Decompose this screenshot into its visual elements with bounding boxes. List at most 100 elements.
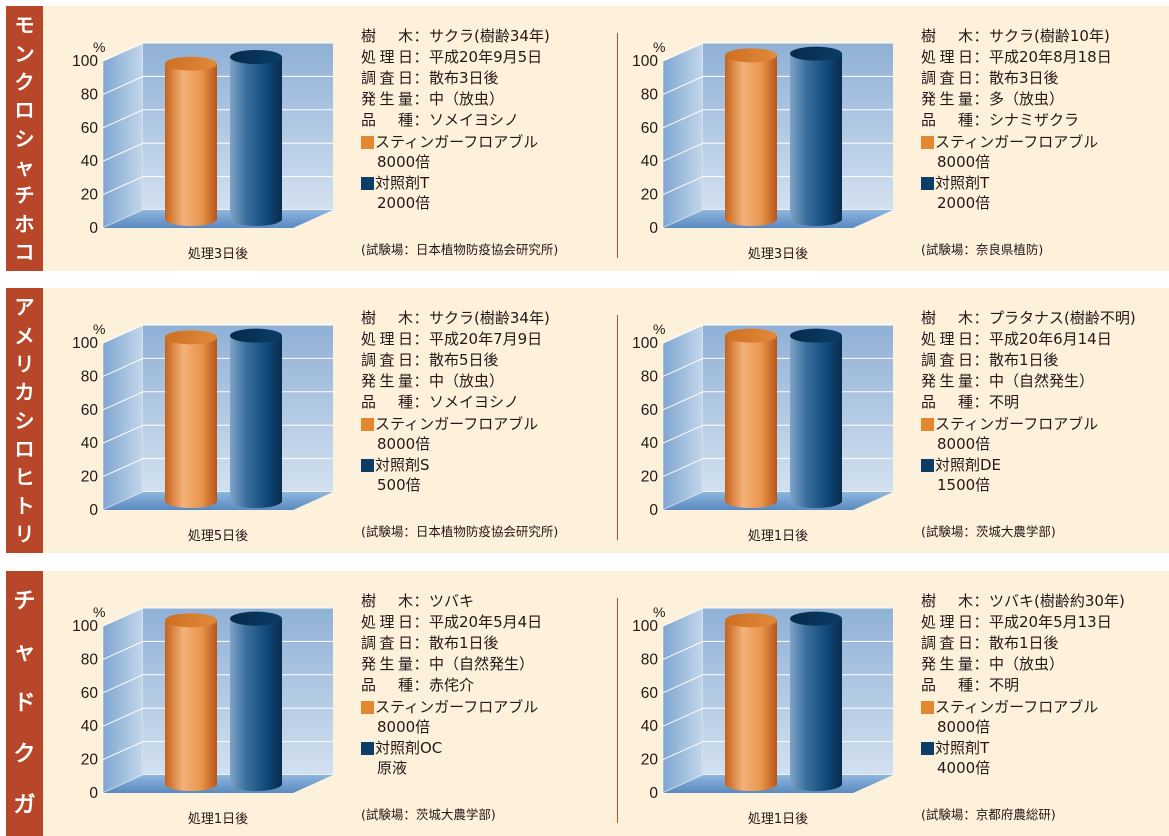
sting-bar <box>725 613 777 791</box>
pest-name-char: ャ <box>13 639 36 665</box>
field-value: 中（放虫） <box>989 655 1065 673</box>
tree-line: 樹 木：ツバキ(樹齢約30年) <box>921 591 1169 612</box>
field-value: シナミザクラ <box>989 111 1080 129</box>
trial-panel: 100 80 60 40 20 0% 処理1日後樹 木：プラタナス(樹齢不明) 処理日：平成2… <box>618 288 1169 553</box>
field-value: 散布3日後 <box>429 69 499 87</box>
survey-line: 調査日：散布3日後 <box>921 68 1169 89</box>
occurrence-line: 発生量：中（自然発生） <box>921 371 1169 392</box>
field-label: 調査日 <box>361 69 413 87</box>
survey-line: 調査日：散布3日後 <box>361 68 661 89</box>
field-label: 樹 木 <box>921 309 973 327</box>
field-label: 調査日 <box>361 634 413 652</box>
legend-label: スティンガーフロアブル <box>935 698 1099 716</box>
field-value: 赤侘介 <box>429 676 475 694</box>
field-value: 散布1日後 <box>989 351 1059 369</box>
trial-info: 樹 木：サクラ(樹齢34年) 処理日：平成20年7月9日 調査日：散布5日後 発生量：… <box>361 308 661 495</box>
pest-name-char: チ <box>14 183 35 208</box>
y-tick-label: 60 <box>81 120 99 137</box>
category-label: 処理1日後 <box>748 529 808 544</box>
separator: ： <box>413 48 429 66</box>
field-label: 処理日 <box>921 330 973 348</box>
field-value: 多（放虫） <box>989 90 1065 108</box>
efficacy-chart: 100 80 60 40 20 0% 処理3日後 <box>632 39 893 262</box>
legend-label: 対照剤T <box>935 174 990 192</box>
occurrence-line: 発生量：多（放虫） <box>921 89 1169 110</box>
side-wall <box>102 42 144 229</box>
category-label: 処理1日後 <box>188 812 248 827</box>
chart-floor <box>103 492 333 510</box>
field-value: サクラ(樹齢34年) <box>429 27 550 45</box>
y-tick-label: 100 <box>72 335 98 352</box>
separator: ： <box>973 592 989 610</box>
separator: ： <box>973 48 989 66</box>
sting-bar <box>165 613 217 791</box>
pest-name-char: ホ <box>14 211 35 236</box>
gridline <box>102 42 333 62</box>
y-tick-label: 20 <box>81 469 99 486</box>
tree-line: 樹 木：サクラ(樹齢34年) <box>361 26 661 47</box>
separator: ： <box>413 351 429 369</box>
legend-sting: スティンガーフロアブル <box>921 415 1169 434</box>
pest-name-char: ン <box>14 41 35 66</box>
sting-bar <box>725 328 777 508</box>
legend-control: 対照剤T <box>921 739 1169 758</box>
field-value: 散布3日後 <box>989 69 1059 87</box>
chart-floor <box>663 775 893 793</box>
field-label: 処理日 <box>921 613 973 631</box>
field-value: 散布1日後 <box>989 634 1059 652</box>
trial-panel: 100 80 60 40 20 0% 処理1日後樹 木：ツバキ(樹齢約30年) 処理日：平成2… <box>618 571 1169 836</box>
legend-swatch <box>921 701 934 714</box>
separator: ： <box>973 613 989 631</box>
trial-info: 樹 木：サクラ(樹齢10年) 処理日：平成20年8月18日 調査日：散布3日後 発生量… <box>921 26 1169 213</box>
date-line: 処理日：平成20年8月18日 <box>921 47 1169 68</box>
field-label: 発生量 <box>361 90 413 108</box>
legend-control: 対照剤DE <box>921 456 1169 475</box>
field-value: ソメイヨシノ <box>429 393 520 411</box>
field-label: 処理日 <box>921 48 973 66</box>
field-label: 発生量 <box>361 655 413 673</box>
efficacy-chart: 100 80 60 40 20 0% 処理5日後 <box>72 321 333 544</box>
field-label: 樹 木 <box>361 309 413 327</box>
category-label: 処理5日後 <box>188 529 248 544</box>
pest-name-char: ク <box>14 69 35 94</box>
pest-name-char: ロ <box>14 98 35 123</box>
field-value: 平成20年5月4日 <box>429 613 543 631</box>
field-label: 樹 木 <box>361 27 413 45</box>
field-label: 処理日 <box>361 613 413 631</box>
field-value: プラタナス(樹齢不明) <box>989 309 1136 327</box>
legend-swatch <box>921 136 934 149</box>
y-tick-label: 20 <box>81 752 99 769</box>
separator: ： <box>973 676 989 694</box>
field-label: 発生量 <box>921 655 973 673</box>
pest-tab: チャドクガ <box>6 571 43 836</box>
field-value: 中（自然発生） <box>989 372 1095 390</box>
trial-info: 樹 木：サクラ(樹齢34年) 処理日：平成20年9月5日 調査日：散布3日後 発生量：… <box>361 26 661 213</box>
field-label: 発生量 <box>921 90 973 108</box>
survey-line: 調査日：散布5日後 <box>361 350 661 371</box>
field-label: 品 種 <box>361 676 413 694</box>
date-line: 処理日：平成20年6月14日 <box>921 329 1169 350</box>
legend-sting: スティンガーフロアブル <box>921 133 1169 152</box>
field-label: 調査日 <box>921 69 973 87</box>
panel-divider <box>617 33 618 258</box>
pest-tab: モンクロシャチホコ <box>6 6 43 271</box>
sting-bar <box>165 56 217 226</box>
y-tick-label: 0 <box>649 502 658 519</box>
field-value: 平成20年7月9日 <box>429 330 543 348</box>
occurrence-line: 発生量：中（放虫） <box>361 371 661 392</box>
legend-sting: スティンガーフロアブル <box>361 133 661 152</box>
pest-name-char: メ <box>14 323 35 348</box>
efficacy-chart: 100 80 60 40 20 0% 処理3日後 <box>72 39 333 262</box>
y-tick-label: 100 <box>72 53 98 70</box>
legend-label: 対照剤S <box>375 456 430 474</box>
side-wall <box>662 324 704 511</box>
variety-line: 品 種：不明 <box>921 675 1169 696</box>
pest-name-char: リ <box>14 351 35 376</box>
category-label: 処理3日後 <box>748 247 808 262</box>
field-value: 平成20年6月14日 <box>989 330 1112 348</box>
separator: ： <box>973 309 989 327</box>
tree-line: 樹 木：サクラ(樹齢34年) <box>361 308 661 329</box>
control-bar <box>230 328 282 508</box>
separator: ： <box>973 655 989 673</box>
row-2: アメリカシロヒトリ 100 80 60 40 20 0% 処理5日後樹 木：サクラ(樹齢34年… <box>0 288 1169 553</box>
